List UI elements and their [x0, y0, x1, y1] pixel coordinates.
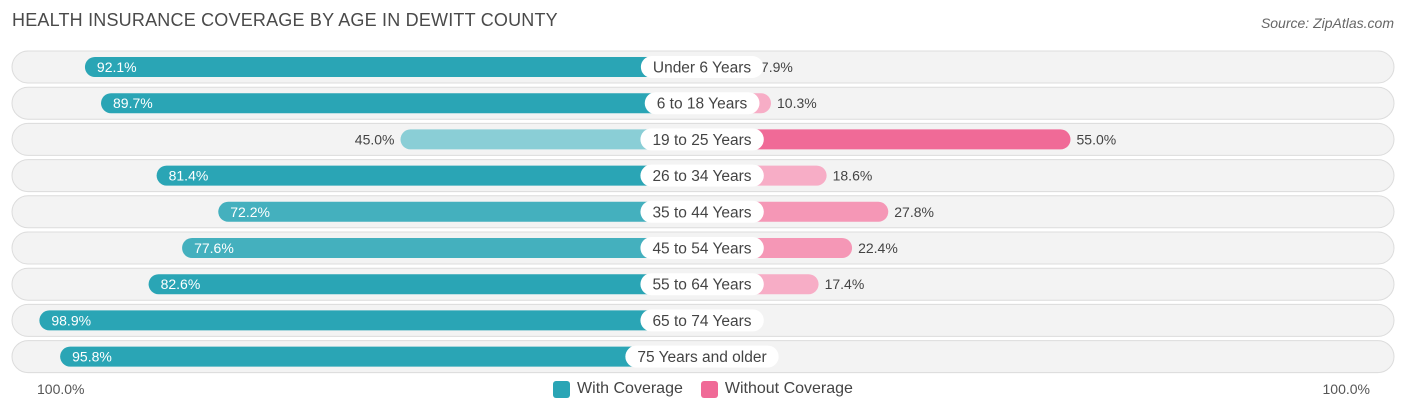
row-0: 92.1% 7.9% Under 6 Years [11, 50, 1395, 84]
row-1: 89.7% 10.3% 6 to 18 Years [11, 86, 1395, 120]
category-label: 19 to 25 Years [652, 132, 751, 149]
legend-label-with-coverage: With Coverage [577, 380, 683, 397]
row-4: 72.2% 27.8% 35 to 44 Years [11, 195, 1395, 229]
label-with-coverage: 95.8% [72, 349, 112, 365]
axis-right-label: 100.0% [1322, 381, 1370, 397]
category-pill [640, 128, 764, 151]
label-without-coverage: 22.4% [858, 240, 898, 256]
category-label: 75 Years and older [637, 349, 766, 366]
bar-with-coverage [218, 201, 702, 222]
label-with-coverage: 89.7% [113, 95, 153, 111]
row-6: 82.6% 17.4% 55 to 64 Years [11, 267, 1395, 301]
label-without-coverage: 27.8% [894, 204, 934, 220]
category-label: 6 to 18 Years [657, 96, 748, 113]
bar-without-coverage [702, 129, 1071, 150]
label-with-coverage: 45.0% [355, 131, 395, 147]
row-7: 98.9%1.1%65 to 74 Years [11, 303, 1395, 337]
legend-label-without-coverage: Without Coverage [724, 380, 853, 397]
row-5: 77.6% 22.4% 45 to 54 Years [11, 231, 1395, 265]
category-pill [644, 92, 760, 115]
category-pill [640, 200, 764, 223]
category-pill [640, 273, 764, 296]
chart-source: Source: ZipAtlas.com [1260, 15, 1394, 31]
label-with-coverage: 82.6% [161, 276, 201, 292]
category-pill [625, 345, 779, 368]
axis-left-label: 100.0% [37, 381, 85, 397]
bar-with-coverage [84, 57, 703, 77]
legend-item-with-coverage: With Coverage [553, 380, 683, 398]
category-label: 45 to 54 Years [652, 241, 751, 258]
category-pill [640, 237, 764, 259]
label-with-coverage: 98.9% [51, 312, 91, 328]
category-label: 35 to 44 Years [652, 204, 751, 221]
category-label: 26 to 34 Years [652, 168, 751, 185]
category-label: 65 to 74 Years [652, 313, 751, 330]
label-with-coverage: 81.4% [169, 168, 209, 184]
row-8: 95.8%4.2%75 Years and older [11, 340, 1395, 374]
bar-with-coverage [39, 310, 703, 331]
label-with-coverage: 72.2% [230, 204, 270, 220]
legend-swatch-without-coverage [700, 380, 718, 398]
legend: With Coverage Without Coverage [0, 380, 1406, 398]
bar-with-coverage [182, 238, 702, 258]
bar-with-coverage [156, 165, 702, 186]
legend-item-without-coverage: Without Coverage [700, 380, 853, 398]
category-label: Under 6 Years [653, 60, 751, 77]
bar-with-coverage [148, 274, 702, 295]
label-without-coverage: 17.4% [825, 276, 865, 292]
category-label: 55 to 64 Years [652, 277, 751, 294]
label-with-coverage: 92.1% [97, 59, 137, 75]
bar-with-coverage [400, 129, 702, 150]
legend-swatch-with-coverage [553, 380, 571, 398]
row-2: 45.0% 55.0% 19 to 25 Years [11, 122, 1395, 156]
chart-title: HEALTH INSURANCE COVERAGE BY AGE IN DEWI… [12, 10, 558, 30]
row-3: 81.4% 18.6% 26 to 34 Years [11, 159, 1395, 193]
label-without-coverage: 10.3% [777, 95, 817, 111]
label-with-coverage: 77.6% [194, 240, 234, 256]
category-pill [640, 164, 764, 187]
label-without-coverage: 55.0% [1077, 131, 1117, 147]
chart-canvas: 92.1% 7.9% Under 6 Years 89.7% 10.3% 6 to 18 … [11, 50, 1395, 374]
label-without-coverage: 7.9% [761, 59, 793, 75]
label-without-coverage: 18.6% [833, 168, 873, 184]
bar-with-coverage [60, 346, 702, 367]
category-pill [640, 56, 764, 78]
category-pill [640, 309, 764, 332]
bar-with-coverage [101, 93, 702, 114]
